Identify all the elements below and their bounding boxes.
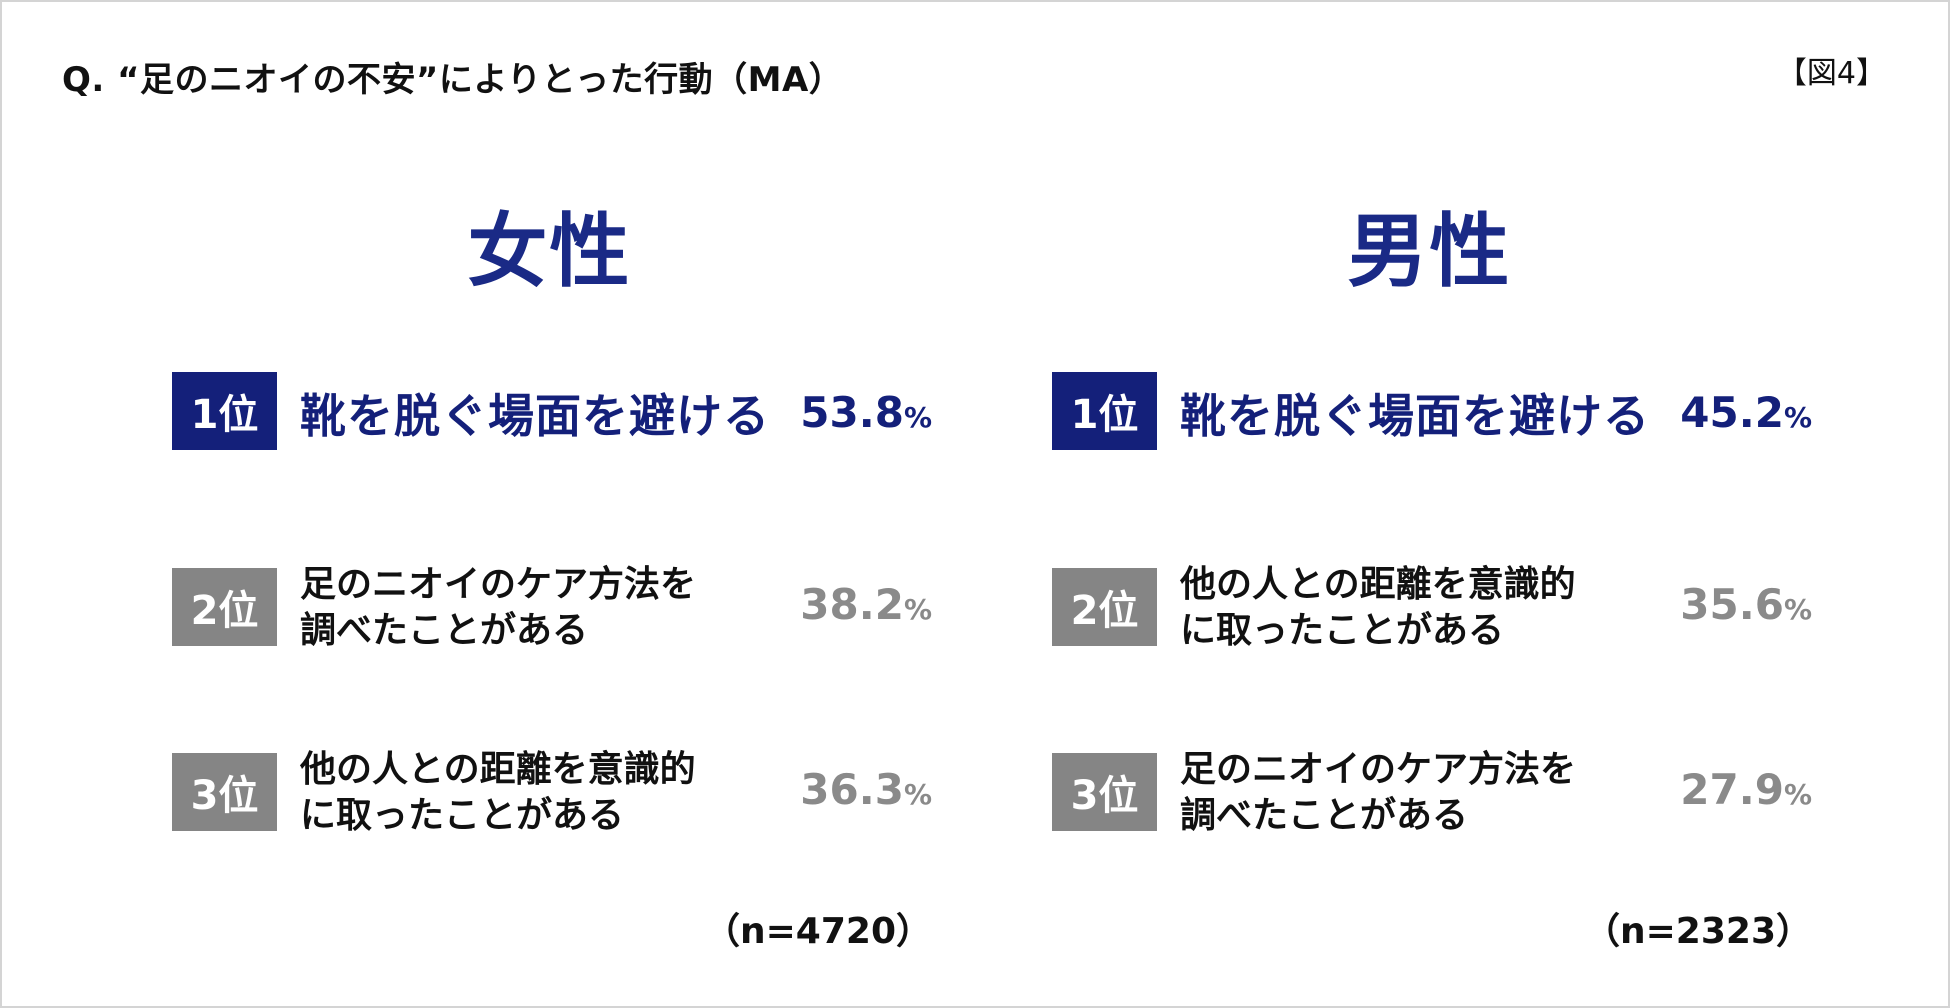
percent-unit: % — [903, 593, 932, 626]
male-title: 男性 — [1347, 205, 1512, 298]
rank-badge: 3位 — [172, 753, 277, 831]
male-rank-row-1: 1位 靴を脱ぐ場面を避ける 45.2% — [1052, 372, 1812, 450]
percent-number: 45.2 — [1680, 388, 1784, 437]
female-rank-row-2: 2位 足のニオイのケア方法を 調べたことがある 38.2% — [172, 562, 932, 652]
rank-badge: 2位 — [172, 568, 277, 646]
percent-unit: % — [903, 401, 932, 434]
percent-unit: % — [1783, 593, 1812, 626]
item-label-line: 他の人との距離を意識的 — [300, 749, 696, 790]
item-label: 足のニオイのケア方法を 調べたことがある — [300, 562, 696, 654]
percent-value: 35.6% — [1680, 580, 1812, 629]
male-panel: 男性 1位 靴を脱ぐ場面を避ける 45.2% 2位 他の人との距離を意識的 に取… — [1052, 2, 1842, 1006]
female-sample-size: （n=4720） — [704, 911, 932, 952]
female-panel: 女性 1位 靴を脱ぐ場面を避ける 53.8% 2位 足のニオイのケア方法を 調べ… — [172, 2, 962, 1006]
item-label-line: 靴を脱ぐ場面を避ける — [300, 389, 770, 443]
percent-unit: % — [903, 778, 932, 811]
item-label-line: 調べたことがある — [1180, 795, 1469, 836]
rank-badge: 1位 — [1052, 372, 1157, 450]
female-rank-row-1: 1位 靴を脱ぐ場面を避ける 53.8% — [172, 372, 932, 450]
item-label-line: に取ったことがある — [300, 795, 625, 836]
item-label: 靴を脱ぐ場面を避ける — [1180, 380, 1650, 446]
item-label-line: 調べたことがある — [300, 610, 589, 651]
item-label: 足のニオイのケア方法を 調べたことがある — [1180, 747, 1576, 839]
item-label-line: 足のニオイのケア方法を — [300, 564, 697, 605]
rank-badge: 3位 — [1052, 753, 1157, 831]
male-sample-size: （n=2323） — [1584, 911, 1812, 952]
percent-number: 38.2 — [800, 580, 904, 629]
percent-value: 45.2% — [1680, 388, 1812, 437]
percent-number: 36.3 — [800, 765, 904, 814]
item-label: 靴を脱ぐ場面を避ける — [300, 380, 770, 446]
percent-unit: % — [1783, 401, 1812, 434]
item-label: 他の人との距離を意識的 に取ったことがある — [300, 747, 696, 839]
item-label: 他の人との距離を意識的 に取ったことがある — [1180, 562, 1576, 654]
percent-value: 27.9% — [1680, 765, 1812, 814]
percent-value: 38.2% — [800, 580, 932, 629]
question-title: Q. “足のニオイの不安”によりとった行動（MA） — [62, 60, 844, 100]
male-rank-row-2: 2位 他の人との距離を意識的 に取ったことがある 35.6% — [1052, 562, 1812, 652]
percent-value: 53.8% — [800, 388, 932, 437]
female-title: 女性 — [467, 205, 632, 298]
figure-label: 【図4】 — [1776, 56, 1886, 91]
item-label-line: 他の人との距離を意識的 — [1180, 564, 1576, 605]
item-label-line: 靴を脱ぐ場面を避ける — [1180, 389, 1650, 443]
female-rank-row-3: 3位 他の人との距離を意識的 に取ったことがある 36.3% — [172, 747, 932, 837]
percent-number: 27.9 — [1680, 765, 1784, 814]
male-rank-row-3: 3位 足のニオイのケア方法を 調べたことがある 27.9% — [1052, 747, 1812, 837]
percent-value: 36.3% — [800, 765, 932, 814]
item-label-line: に取ったことがある — [1180, 610, 1505, 651]
percent-number: 35.6 — [1680, 580, 1784, 629]
rank-badge: 1位 — [172, 372, 277, 450]
rank-badge: 2位 — [1052, 568, 1157, 646]
percent-number: 53.8 — [800, 388, 904, 437]
percent-unit: % — [1783, 778, 1812, 811]
item-label-line: 足のニオイのケア方法を — [1180, 749, 1577, 790]
